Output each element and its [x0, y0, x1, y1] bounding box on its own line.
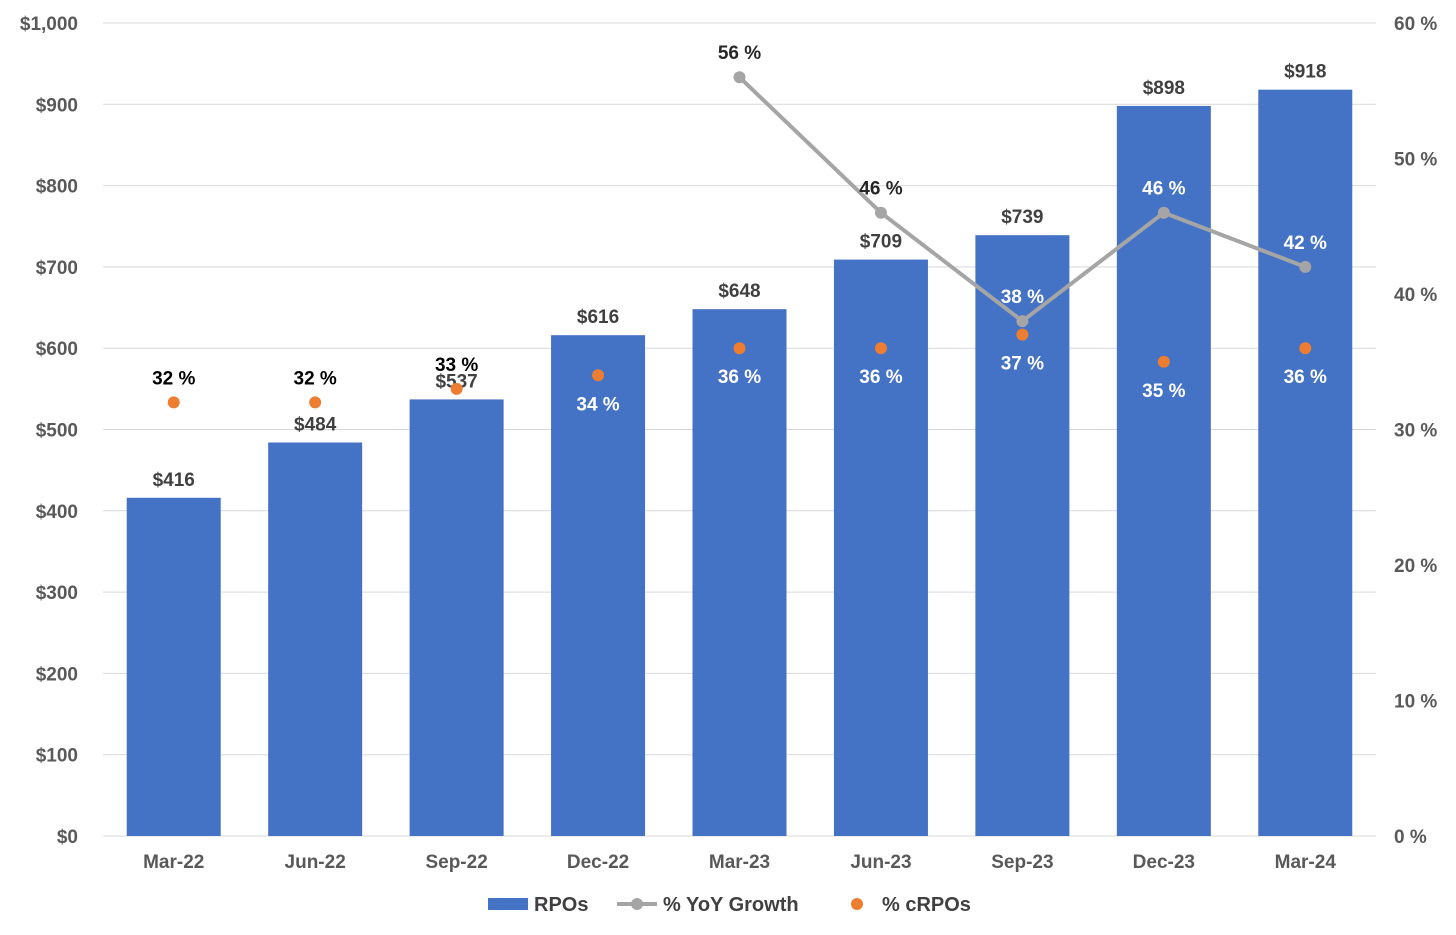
crpo-point — [167, 396, 180, 409]
bar-data-label: $616 — [577, 307, 619, 328]
y-right-tick-label: 0 % — [1394, 827, 1427, 848]
legend-label-rpos: RPOs — [534, 894, 588, 916]
bar-data-label: $537 — [435, 371, 477, 392]
y-left-tick-label: $200 — [36, 664, 78, 685]
crpo-label: 36 % — [859, 367, 902, 388]
y-left-tick-label: $500 — [36, 421, 78, 442]
bar — [1258, 89, 1353, 836]
crpo-label: 33 % — [435, 355, 478, 376]
y-left-tick-label: $400 — [36, 502, 78, 523]
legend-swatch-crpo — [851, 898, 863, 910]
bar-data-label: $648 — [718, 281, 760, 302]
crpo-label: 36 % — [1284, 367, 1327, 388]
x-tick-label: Jun-23 — [850, 852, 911, 873]
crpo-point — [450, 382, 463, 395]
x-tick-label: Jun-22 — [285, 852, 346, 873]
y-left-tick-label: $1,000 — [20, 14, 78, 35]
y-right-tick-label: 30 % — [1394, 421, 1437, 442]
yoy-growth-point — [1016, 315, 1029, 328]
y-left-tick-label: $300 — [36, 583, 78, 604]
crpo-point — [874, 342, 887, 355]
legend-label-yoy: % YoY Growth — [663, 894, 799, 916]
x-tick-label: Dec-22 — [567, 852, 629, 873]
x-tick-label: Mar-23 — [709, 852, 770, 873]
yoy-growth-label: 46 % — [859, 179, 902, 200]
legend-swatch-yoy-marker — [631, 898, 643, 910]
y-left-tick-label: $800 — [36, 177, 78, 198]
yoy-growth-point — [733, 71, 746, 84]
y-right-tick-label: 20 % — [1394, 556, 1437, 577]
yoy-growth-point — [1157, 206, 1170, 219]
crpo-label: 32 % — [152, 368, 195, 389]
yoy-growth-label: 42 % — [1284, 233, 1327, 254]
x-tick-label: Mar-24 — [1275, 852, 1337, 873]
bar-data-label: $709 — [860, 232, 902, 253]
bar-data-label: $416 — [153, 470, 195, 491]
y-right-tick-label: 40 % — [1394, 285, 1437, 306]
yoy-growth-label: 56 % — [718, 43, 761, 64]
y-left-tick-label: $0 — [57, 827, 78, 848]
legend-swatch-rpos — [488, 898, 528, 910]
bar — [833, 259, 928, 836]
crpo-label: 35 % — [1142, 381, 1185, 402]
crpo-point — [1016, 328, 1029, 341]
crpo-label: 36 % — [718, 367, 761, 388]
y-right-tick-label: 60 % — [1394, 14, 1437, 35]
y-left-tick-label: $900 — [36, 95, 78, 116]
yoy-growth-point — [1299, 260, 1312, 273]
x-tick-label: Sep-22 — [425, 852, 487, 873]
x-tick-label: Mar-22 — [143, 852, 204, 873]
bar-data-label: $918 — [1284, 62, 1326, 83]
crpo-point — [1157, 355, 1170, 368]
y-right-tick-label: 50 % — [1394, 150, 1437, 171]
bar — [409, 399, 504, 836]
crpo-point — [592, 369, 605, 382]
y-left-tick-label: $700 — [36, 258, 78, 279]
y-right-tick-label: 10 % — [1394, 692, 1437, 713]
crpo-label: 34 % — [576, 394, 619, 415]
yoy-growth-label: 46 % — [1142, 179, 1185, 200]
x-tick-label: Dec-23 — [1133, 852, 1195, 873]
crpo-label: 37 % — [1001, 354, 1044, 375]
bar-data-label: $898 — [1143, 78, 1185, 99]
bar-data-label: $739 — [1001, 207, 1043, 228]
bar — [126, 497, 221, 836]
bar-data-label: $484 — [294, 415, 337, 436]
crpo-point — [309, 396, 322, 409]
bar — [268, 442, 363, 836]
y-left-tick-label: $600 — [36, 339, 78, 360]
bar — [551, 335, 646, 836]
y-left-tick-label: $100 — [36, 746, 78, 767]
yoy-growth-label: 38 % — [1001, 287, 1044, 308]
bar — [1116, 105, 1211, 836]
yoy-growth-point — [874, 206, 887, 219]
x-tick-label: Sep-23 — [991, 852, 1053, 873]
crpo-label: 32 % — [294, 368, 337, 389]
bar — [692, 309, 787, 836]
crpo-point — [1299, 342, 1312, 355]
legend-label-crpo: % cRPOs — [882, 894, 971, 916]
crpo-point — [733, 342, 746, 355]
